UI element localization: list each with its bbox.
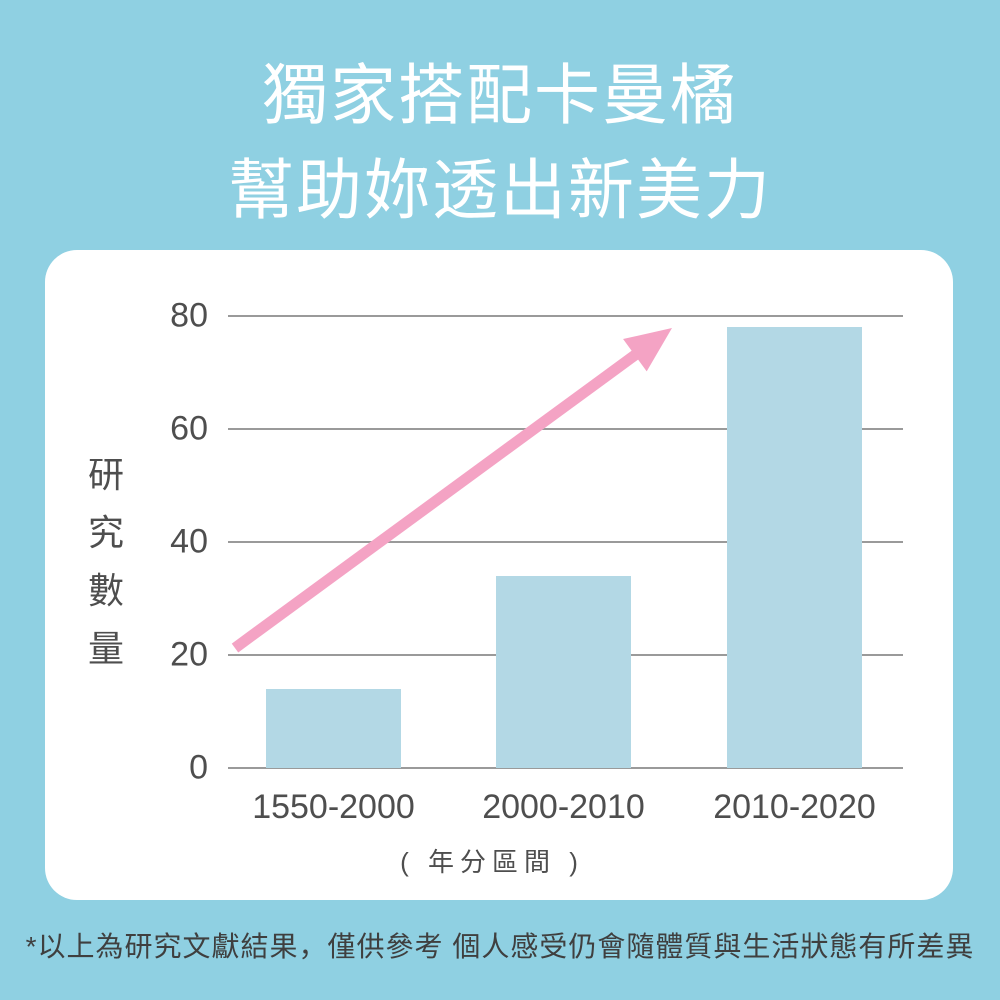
y-axis-title-char: 究	[87, 512, 124, 553]
page-title-line2: 幫助妳透出新美力	[228, 153, 772, 227]
x-label-2010-2020: 2010-2020	[713, 788, 876, 826]
y-axis-title: 研究數量	[83, 446, 129, 678]
y-axis-title-char: 數	[87, 570, 124, 611]
y-tick-80: 80	[170, 296, 208, 335]
y-tick-40: 40	[170, 522, 208, 561]
disclaimer-footnote: *以上為研究文獻結果，僅供參考 個人感受仍會隨體質與生活狀態有所差異	[25, 931, 975, 962]
x-label-1550-2000: 1550-2000	[252, 788, 415, 826]
y-axis-title-char: 研	[87, 454, 124, 495]
y-tick-0: 0	[189, 748, 208, 787]
y-tick-20: 20	[170, 635, 208, 674]
chart-card: 80 60 40 20 0 研究數量 1550-2000 2000-2010 2010-20…	[45, 250, 953, 900]
gridline-80	[228, 315, 903, 317]
x-axis-title: ( 年分區間 )	[400, 847, 584, 877]
gridline-0	[228, 767, 903, 769]
page-title: 獨家搭配卡曼橘 幫助妳透出新美力	[0, 0, 1000, 238]
y-axis-title-char: 量	[87, 628, 124, 669]
y-tick-60: 60	[170, 409, 208, 448]
x-label-2000-2010: 2000-2010	[482, 788, 645, 826]
bar-2000-2010	[496, 575, 631, 768]
bar-1550-2000	[266, 688, 401, 768]
page-title-line1: 獨家搭配卡曼橘	[262, 58, 738, 132]
bar-2010-2020	[727, 327, 862, 768]
